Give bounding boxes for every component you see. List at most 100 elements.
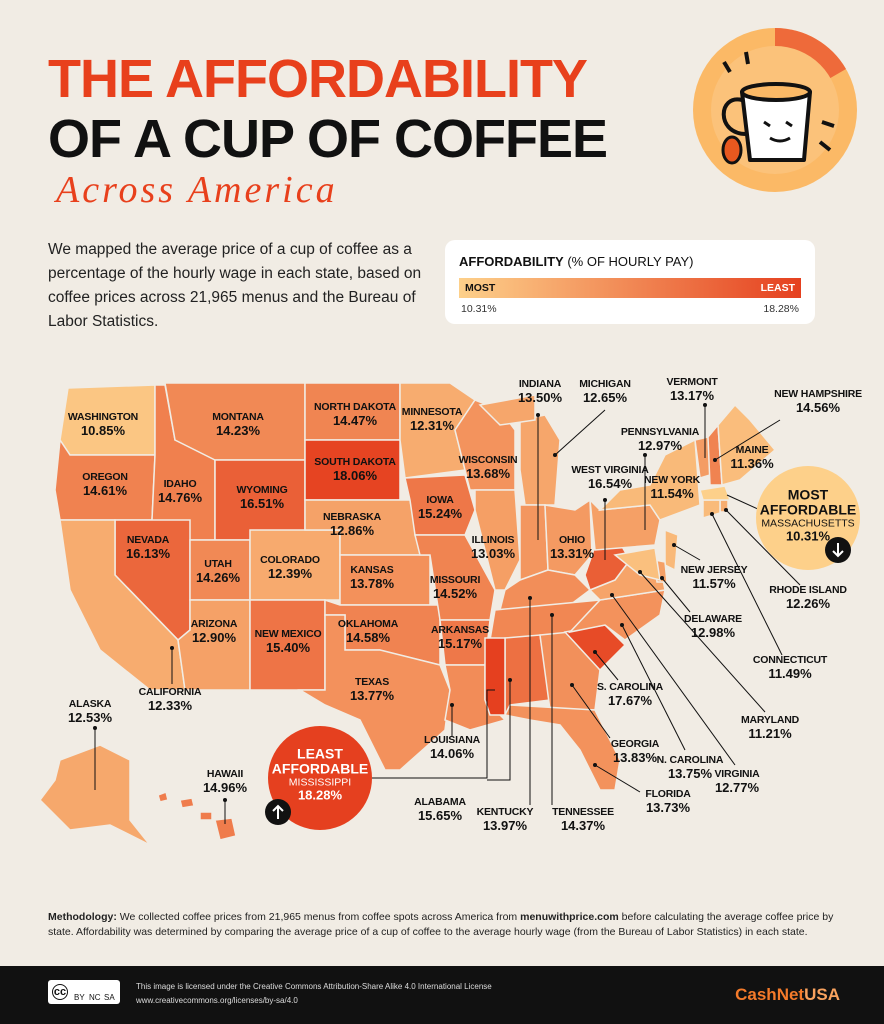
title-line-1: THE AFFORDABILITY	[48, 49, 588, 109]
state-name: MISSOURI	[429, 574, 481, 587]
state-name: MAINE	[735, 444, 769, 457]
state-label: ARKANSAS 15.17%	[431, 625, 489, 651]
callout-value: 18.28%	[297, 788, 343, 804]
subtitle: Across America	[56, 169, 338, 211]
state-name: TEXAS	[354, 676, 389, 689]
state-name: VERMONT	[666, 376, 718, 389]
state-value: 13.73%	[645, 799, 691, 815]
state-label: IDAHO 14.76%	[158, 479, 202, 505]
state-value: 17.67%	[607, 692, 653, 708]
state-label: NEW HAMPSHIRE 14.56%	[768, 389, 868, 415]
leader-dot	[724, 508, 728, 512]
arrow-icon	[272, 804, 284, 819]
footer: cc BY NC SA This image is licensed under…	[0, 966, 884, 1024]
leader-dot	[643, 453, 647, 457]
leader-line	[372, 689, 495, 779]
callout-heading: AFFORDABLE	[271, 761, 369, 778]
state-label: N. CAROLINA 13.75%	[657, 755, 724, 781]
state-name: OHIO	[558, 534, 586, 547]
state-shape	[478, 394, 536, 426]
state-name: INDIANA	[518, 378, 562, 391]
state-label: RHODE ISLAND 12.26%	[769, 585, 847, 611]
state-value: 14.96%	[202, 779, 248, 795]
state-value: 13.68%	[465, 465, 511, 481]
leader-dot	[593, 650, 597, 654]
state-label: ARIZONA 12.90%	[191, 619, 238, 645]
state-name: SOUTH DAKOTA	[314, 456, 396, 469]
state-value: 15.40%	[265, 639, 311, 655]
callout-heading: AFFORDABLE	[759, 502, 857, 519]
leader-dot	[672, 543, 676, 547]
state-label: ALASKA 12.53%	[68, 699, 112, 725]
state-name: N. CAROLINA	[656, 754, 724, 767]
state-name: ALASKA	[68, 698, 112, 711]
state-label: SOUTH DAKOTA 18.06%	[314, 456, 396, 483]
leader-dot	[638, 570, 642, 574]
map	[39, 382, 860, 846]
state-name: WISCONSIN	[458, 454, 518, 467]
state-name: WASHINGTON	[67, 411, 139, 424]
legend-bar	[459, 278, 801, 298]
state-value: 16.54%	[587, 475, 633, 491]
state-shape	[503, 704, 621, 791]
leader-dot	[603, 498, 607, 502]
state-value: 18.06%	[332, 467, 378, 483]
state-value: 13.75%	[667, 765, 713, 781]
state-label: UTAH 14.26%	[196, 559, 240, 585]
state-label: WEST VIRGINIA 16.54%	[565, 465, 655, 491]
state-label: MONTANA 14.23%	[212, 412, 264, 438]
state-value: 12.26%	[785, 595, 831, 611]
callout: LEAST AFFORDABLE MISSISSIPPI 18.28%	[271, 746, 369, 804]
state-name: KANSAS	[350, 564, 394, 577]
leader-line	[639, 571, 766, 713]
state-value: 12.98%	[690, 624, 736, 640]
state-label: COLORADO 12.39%	[260, 555, 320, 581]
state-value: 14.52%	[432, 585, 478, 601]
coffee-icon	[693, 28, 857, 192]
state-label: WASHINGTON 10.85%	[68, 412, 138, 438]
state-name: ALABAMA	[414, 796, 466, 809]
state-value: 12.53%	[67, 709, 113, 725]
callout-value: 10.31%	[785, 529, 831, 545]
state-label: HAWAII 14.96%	[203, 769, 247, 795]
state-value: 12.31%	[409, 417, 455, 433]
state-label: PENNSYLVANIA 12.97%	[621, 427, 700, 453]
brand-2: USA	[804, 985, 840, 1004]
state-shape	[199, 811, 213, 821]
state-value: 12.90%	[191, 629, 237, 645]
state-name: CALIFORNIA	[138, 686, 202, 699]
leader-dot	[570, 683, 574, 687]
brand-1: CashNet	[735, 985, 805, 1004]
leader-line	[487, 680, 511, 781]
state-value: 13.97%	[482, 817, 528, 833]
state-name: GEORGIA	[610, 738, 660, 751]
leader-line	[726, 494, 761, 511]
state-label: VERMONT 13.17%	[666, 377, 717, 403]
description: We mapped the average price of a cup of …	[48, 241, 422, 330]
leader-dot	[93, 726, 97, 730]
arrow-icon	[832, 543, 844, 558]
state-label: MAINE 11.36%	[730, 445, 773, 471]
leader-line	[554, 409, 606, 456]
state-value: 14.06%	[429, 745, 475, 761]
state-name: UTAH	[204, 558, 232, 571]
state-value: 12.77%	[714, 779, 760, 795]
leader-dot	[528, 596, 532, 600]
state-value: 13.17%	[669, 387, 715, 403]
state-label: NEW YORK 11.54%	[642, 475, 702, 501]
cc-sa: SA	[104, 993, 115, 1002]
state-shape	[519, 414, 561, 506]
legend-high-label: LEAST	[760, 282, 795, 294]
state-value: 14.61%	[82, 482, 128, 498]
leader-line	[594, 651, 619, 681]
state-value: 12.65%	[582, 389, 628, 405]
brand-logo: CashNetUSA	[735, 985, 840, 1005]
state-label: KENTUCKY 13.97%	[477, 807, 534, 833]
leader-line	[594, 764, 641, 793]
leader-line	[711, 513, 783, 656]
state-name: DELAWARE	[684, 613, 742, 626]
leader-dot	[536, 413, 540, 417]
state-shape	[717, 403, 777, 486]
state-name: VIRGINIA	[714, 768, 760, 781]
state-label: FLORIDA 13.73%	[645, 789, 690, 815]
